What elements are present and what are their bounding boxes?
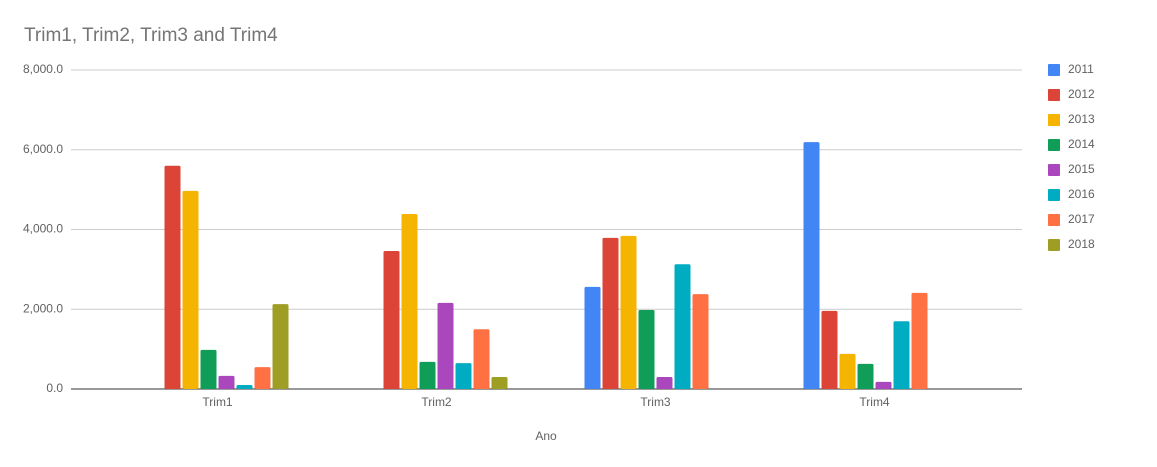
legend-label: 2014	[1068, 137, 1095, 151]
legend-swatch	[1048, 139, 1060, 151]
bar	[383, 251, 400, 389]
bar	[437, 302, 454, 389]
bar	[803, 142, 820, 389]
bar	[674, 264, 691, 389]
bar	[455, 363, 472, 389]
bar	[254, 367, 271, 389]
bar	[236, 385, 253, 389]
bar	[401, 213, 418, 389]
legend-label: 2017	[1068, 212, 1095, 226]
bar	[656, 377, 673, 389]
legend-label: 2011	[1068, 62, 1094, 76]
legend-swatch	[1048, 239, 1060, 251]
bar	[272, 304, 289, 389]
bar	[692, 294, 709, 389]
legend-swatch	[1048, 64, 1060, 76]
bar	[875, 381, 892, 389]
legend-swatch	[1048, 164, 1060, 176]
legend-label: 2012	[1068, 87, 1095, 101]
bar	[602, 237, 619, 389]
bar	[893, 321, 910, 389]
bar	[620, 235, 637, 389]
x-axis-title: Ano	[535, 429, 557, 443]
x-tick-label: Trim2	[421, 395, 452, 409]
legend-swatch	[1048, 114, 1060, 126]
legend-label: 2015	[1068, 162, 1095, 176]
legend-label: 2013	[1068, 112, 1095, 126]
bar	[857, 363, 874, 389]
y-tick-label: 2,000.0	[23, 301, 63, 315]
bar	[839, 353, 856, 389]
legend-swatch	[1048, 89, 1060, 101]
bar	[584, 286, 601, 389]
legend-swatch	[1048, 214, 1060, 226]
legend-label: 2016	[1068, 187, 1095, 201]
bar	[182, 190, 199, 389]
bar	[638, 310, 655, 389]
y-tick-label: 8,000.0	[23, 62, 63, 76]
y-tick-label: 0.0	[46, 381, 63, 395]
bar	[491, 377, 508, 389]
bar	[200, 349, 217, 389]
legend-label: 2018	[1068, 237, 1095, 251]
chart-title: Trim1, Trim2, Trim3 and Trim4	[24, 25, 278, 46]
x-tick-label: Trim4	[859, 395, 890, 409]
bar	[419, 361, 436, 389]
y-tick-label: 4,000.0	[23, 222, 63, 236]
bar	[821, 310, 838, 389]
bar	[473, 329, 490, 389]
x-tick-label: Trim3	[640, 395, 671, 409]
legend-swatch	[1048, 189, 1060, 201]
bar	[911, 292, 928, 389]
bar	[164, 165, 181, 389]
bar	[218, 375, 235, 389]
y-tick-label: 6,000.0	[23, 142, 63, 156]
x-tick-label: Trim1	[202, 395, 233, 409]
